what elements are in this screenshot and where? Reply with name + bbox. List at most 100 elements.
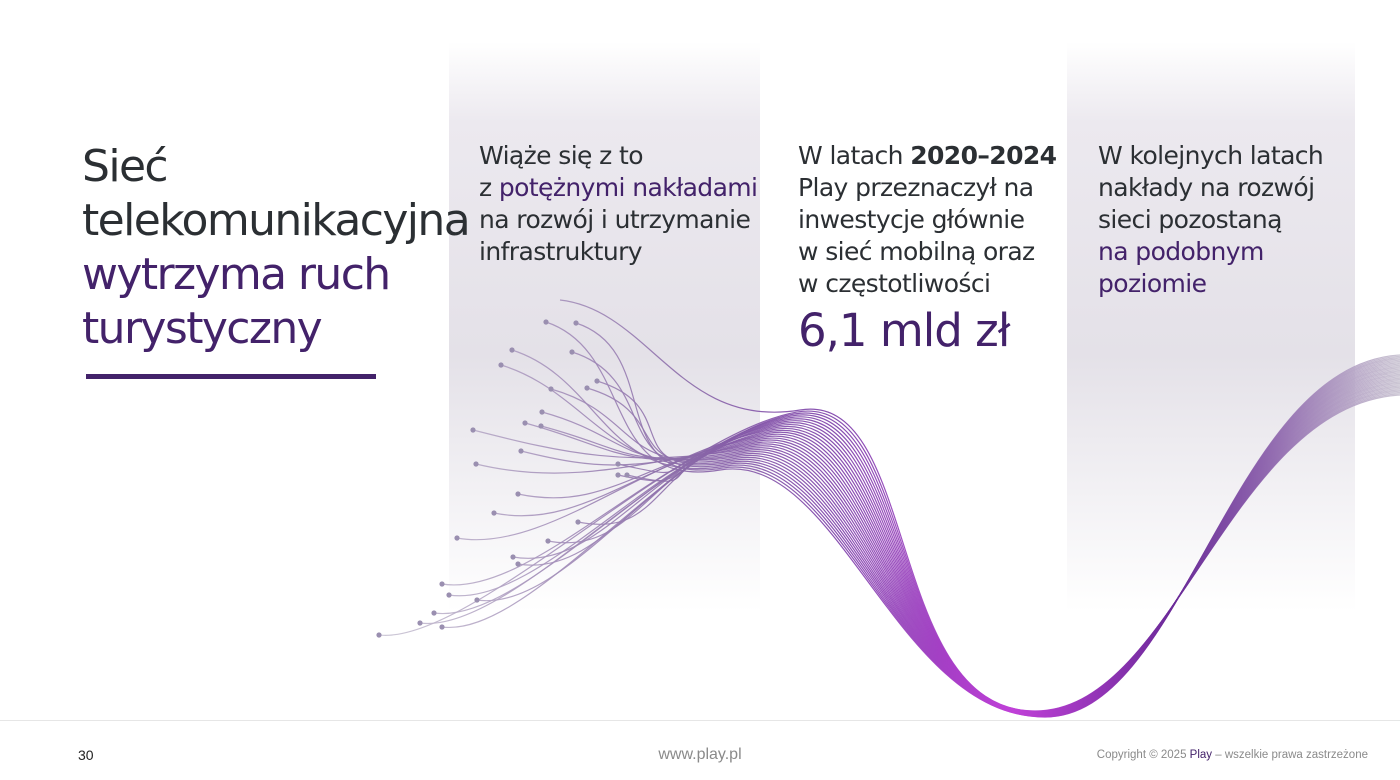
- wave-line: [545, 321, 1400, 718]
- column-line: na rozwój i utrzymanie: [479, 204, 757, 236]
- wave-line: [433, 389, 1400, 713]
- wave-dot: [615, 472, 621, 478]
- wave-dot: [522, 420, 528, 426]
- wave-dot: [569, 349, 575, 355]
- wave-dot: [594, 378, 600, 384]
- title-line-1: Sieć: [82, 141, 169, 192]
- wave-dot: [439, 581, 445, 587]
- website-link[interactable]: www.play.pl: [0, 746, 1400, 764]
- page-number: 30: [78, 747, 94, 763]
- wave-dot: [518, 448, 524, 454]
- wave-line: [517, 384, 1400, 714]
- wave-dot: [575, 519, 581, 525]
- column-line: nakłady na rozwój: [1098, 172, 1323, 204]
- column-line: Wiąże się z to: [479, 140, 757, 172]
- wave-decoration: [376, 299, 1400, 718]
- wave-dot: [510, 554, 516, 560]
- wave-line: [456, 381, 1400, 714]
- wave-dot: [615, 461, 621, 467]
- wave-line: [511, 349, 1400, 718]
- body-text: nakłady na rozwój: [1098, 173, 1315, 202]
- column-infrastructure: Wiąże się z to z potężnymi nakładami na ro…: [479, 140, 758, 268]
- wave-dot: [376, 632, 382, 638]
- wave-line: [520, 369, 1400, 716]
- wave-dot: [539, 409, 545, 415]
- column-background-1: [449, 42, 760, 612]
- wave-line: [512, 382, 1400, 714]
- column-line: w sieć mobilną oraz: [798, 236, 1056, 268]
- wave-line: [577, 378, 1400, 714]
- title-highlight-line-2: turystyczny: [82, 303, 323, 354]
- wave-dot: [439, 624, 445, 630]
- wave-line: [617, 375, 1400, 715]
- body-text: W kolejnych latach: [1098, 141, 1324, 170]
- body-text: Play przeznaczył na: [798, 173, 1034, 202]
- wave-line: [586, 362, 1400, 717]
- wave-dot: [470, 427, 476, 433]
- column-line: na podobnym: [1098, 236, 1323, 268]
- wave-line: [550, 363, 1400, 717]
- highlight-text: potężnymi nakładami: [498, 173, 758, 202]
- wave-dot: [584, 385, 590, 391]
- body-text: z: [479, 173, 499, 202]
- wave-line: [540, 367, 1400, 716]
- website-text[interactable]: www.play.pl: [658, 746, 742, 763]
- wave-dot: [624, 472, 630, 478]
- wave-dot: [543, 319, 549, 325]
- wave-dot: [573, 320, 579, 326]
- copyright-prefix: Copyright © 2025: [1096, 749, 1190, 761]
- column-line: sieci pozostaną: [1098, 204, 1323, 236]
- column-line: infrastruktury: [479, 236, 757, 268]
- bold-text: 2020–2024: [910, 141, 1057, 170]
- column-line: W kolejnych latach: [1098, 140, 1324, 172]
- body-text: infrastruktury: [479, 237, 643, 266]
- wave-dot: [545, 538, 551, 544]
- title-highlight-line-1: wytrzyma ruch: [82, 249, 391, 300]
- wave-dot: [431, 610, 437, 616]
- copyright-suffix: – wszelkie prawa zastrzeżone: [1212, 749, 1368, 761]
- wave-dot: [498, 362, 504, 368]
- column-line: poziomie: [1098, 268, 1323, 300]
- column-line: inwestycje głównie: [798, 204, 1056, 236]
- wave-line: [547, 380, 1400, 714]
- title-line-2: telekomunikacyjna: [82, 195, 471, 246]
- column-line: w częstotliwości: [798, 268, 1056, 300]
- page-title: Sieć telekomunikacyjna wytrzyma ruch tur…: [82, 140, 471, 356]
- body-text: na rozwój i utrzymanie: [479, 205, 751, 234]
- column-future: W kolejnych latach nakłady na rozwój sieci…: [1098, 140, 1324, 300]
- wave-dot: [509, 347, 515, 353]
- wave-dot: [454, 535, 460, 541]
- wave-line: [571, 351, 1400, 718]
- wave-lines: [378, 299, 1400, 718]
- highlight-text: poziomie: [1098, 269, 1207, 298]
- wave-dot: [474, 597, 480, 603]
- wave-dot: [515, 561, 521, 567]
- body-text: W latach: [798, 141, 911, 170]
- wave-line: [441, 385, 1400, 713]
- copyright: Copyright © 2025 Play – wszelkie prawa z…: [1097, 749, 1368, 761]
- wave-line: [517, 376, 1400, 715]
- wave-line: [541, 364, 1400, 717]
- wave-dot: [473, 461, 479, 467]
- wave-dot: [548, 386, 554, 392]
- wave-line: [575, 322, 1400, 718]
- body-text: inwestycje głównie: [798, 205, 1025, 234]
- wave-dot: [417, 620, 423, 626]
- investment-amount: 6,1 mld zł: [798, 304, 1010, 357]
- body-text: sieci pozostaną: [1098, 205, 1282, 234]
- wave-line: [559, 299, 1400, 712]
- wave-dot: [515, 491, 521, 497]
- wave-line: [448, 386, 1400, 713]
- copyright-brand: Play: [1189, 749, 1213, 761]
- column-investments: W latach 2020–2024 Play przeznaczył na inw…: [798, 140, 1057, 358]
- column-background-3: [1067, 42, 1355, 612]
- body-text: w sieć mobilną oraz: [798, 237, 1035, 266]
- wave-dot: [446, 592, 452, 598]
- column-line: Play przeznaczył na: [798, 172, 1056, 204]
- wave-dots: [376, 319, 630, 638]
- wave-line: [524, 366, 1400, 716]
- wave-line: [617, 372, 1400, 715]
- body-text: Wiąże się z to: [479, 141, 644, 170]
- wave-line: [596, 360, 1400, 717]
- column-line: W latach 2020–2024: [798, 140, 1057, 172]
